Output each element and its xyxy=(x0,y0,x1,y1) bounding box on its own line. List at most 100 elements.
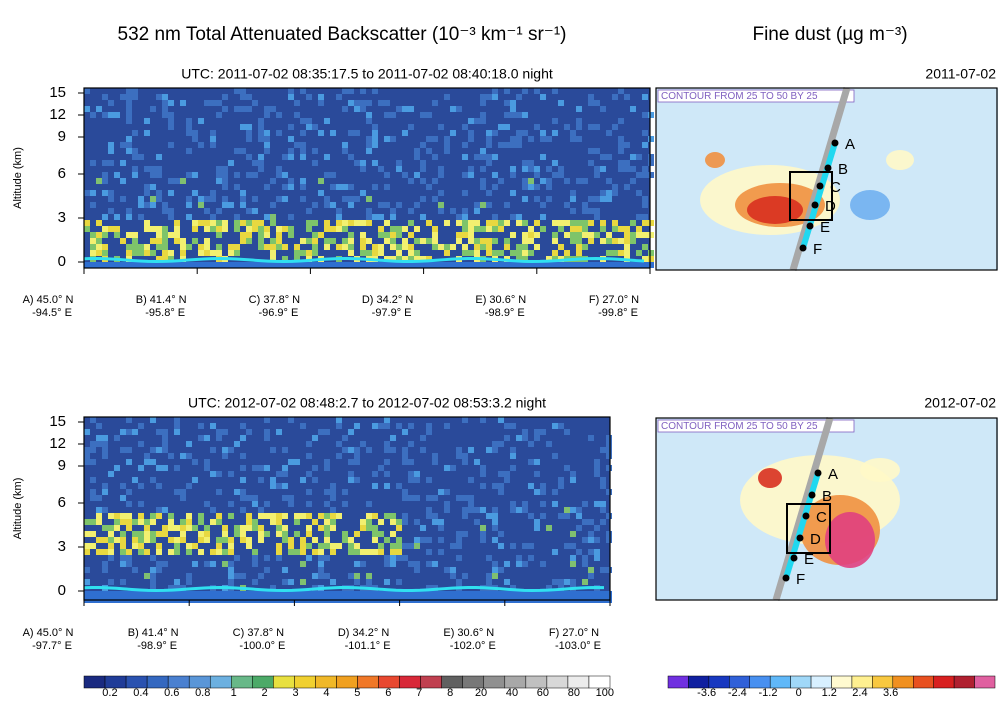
curtain-cell xyxy=(216,471,222,477)
colorbar-label: 40 xyxy=(506,687,518,699)
curtain-cell xyxy=(126,106,132,112)
curtain-cell xyxy=(240,465,246,471)
curtain-cell xyxy=(366,214,372,220)
colorbar-swatch xyxy=(667,675,689,689)
curtain-cell xyxy=(90,459,96,465)
curtain-cell xyxy=(306,531,312,537)
curtain-cell xyxy=(426,513,432,519)
curtain-cell xyxy=(474,220,480,226)
curtain-cell xyxy=(528,483,534,489)
curtain-cell xyxy=(498,220,504,226)
curtain-cell xyxy=(462,226,468,232)
curtain-cell xyxy=(294,591,300,597)
curtain-cell xyxy=(360,232,366,238)
curtain-cell xyxy=(432,100,438,106)
curtain-cell xyxy=(90,160,96,166)
curtain-cell xyxy=(384,262,390,268)
curtain-cell xyxy=(378,531,384,537)
curtain-cell xyxy=(342,238,348,244)
curtain-cell xyxy=(432,459,438,465)
curtain-cell xyxy=(438,519,444,525)
curtain-cell xyxy=(246,172,252,178)
curtain-cell xyxy=(102,190,108,196)
curtain-cell xyxy=(288,88,294,94)
curtain-cell xyxy=(600,447,606,453)
curtain-cell xyxy=(462,220,468,226)
curtain-cell xyxy=(270,483,276,489)
curtain-cell xyxy=(240,591,246,597)
curtain-cell xyxy=(150,537,156,543)
curtain-cell xyxy=(636,214,642,220)
curtain-cell xyxy=(240,495,246,501)
curtain-cell xyxy=(600,220,606,226)
curtain-cell xyxy=(102,561,108,567)
curtain-cell xyxy=(396,256,402,262)
curtain-cell xyxy=(486,579,492,585)
curtain-cell xyxy=(156,549,162,555)
curtain-cell xyxy=(336,226,342,232)
curtain-cell xyxy=(546,591,552,597)
curtain-cell xyxy=(606,465,612,471)
curtain-cell xyxy=(396,262,402,268)
curtain-cell xyxy=(228,244,234,250)
curtain-cell xyxy=(318,591,324,597)
curtain-cell xyxy=(462,513,468,519)
curtain-cell xyxy=(90,477,96,483)
curtain-cell xyxy=(426,477,432,483)
curtain-cell xyxy=(468,226,474,232)
curtain-cell xyxy=(342,148,348,154)
curtain-cell xyxy=(546,178,552,184)
curtain-cell xyxy=(480,238,486,244)
curtain-cell xyxy=(252,591,258,597)
curtain-cell xyxy=(114,537,120,543)
curtain-cell xyxy=(216,172,222,178)
curtain-cell xyxy=(138,531,144,537)
curtain-cell xyxy=(336,417,342,423)
curtain-cell xyxy=(492,94,498,100)
curtain-cell xyxy=(354,579,360,585)
curtain-cell xyxy=(84,519,90,525)
curtain-cell xyxy=(486,142,492,148)
curtain-cell xyxy=(252,262,258,268)
curtain-cell xyxy=(300,178,306,184)
curtain-cell xyxy=(90,591,96,597)
colorbar-swatch xyxy=(546,675,569,689)
curtain-cell xyxy=(372,244,378,250)
curtain-cell xyxy=(300,88,306,94)
curtain-cell xyxy=(360,262,366,268)
curtain-cell xyxy=(642,166,648,172)
curtain-cell xyxy=(234,106,240,112)
curtain-cell xyxy=(390,531,396,537)
curtain-cell xyxy=(114,232,120,238)
curtain-cell xyxy=(546,262,552,268)
curtain-cell xyxy=(180,100,186,106)
curtain-cell xyxy=(276,429,282,435)
curtain-cell xyxy=(462,417,468,423)
curtain-cell xyxy=(390,591,396,597)
curtain-cell xyxy=(294,519,300,525)
curtain-cell xyxy=(276,483,282,489)
curtain-cell xyxy=(576,513,582,519)
curtain-cell xyxy=(432,495,438,501)
curtain-cell xyxy=(354,130,360,136)
curtain-cell xyxy=(552,579,558,585)
curtain-cell xyxy=(432,238,438,244)
curtain-cell xyxy=(168,232,174,238)
curtain-cell xyxy=(300,561,306,567)
curtain-cell xyxy=(258,477,264,483)
curtain-cell xyxy=(396,543,402,549)
curtain-cell xyxy=(204,250,210,256)
curtain-cell xyxy=(342,226,348,232)
curtain-cell xyxy=(138,483,144,489)
curtain-cell xyxy=(108,142,114,148)
curtain-cell xyxy=(420,591,426,597)
curtain-cell xyxy=(360,250,366,256)
surface-line xyxy=(83,585,605,592)
curtain-cell xyxy=(522,232,528,238)
curtain-cell xyxy=(96,513,102,519)
curtain-cell xyxy=(114,112,120,118)
curtain-cell xyxy=(96,106,102,112)
curtain-cell xyxy=(318,573,324,579)
curtain-cell xyxy=(456,555,462,561)
curtain-cell xyxy=(462,531,468,537)
